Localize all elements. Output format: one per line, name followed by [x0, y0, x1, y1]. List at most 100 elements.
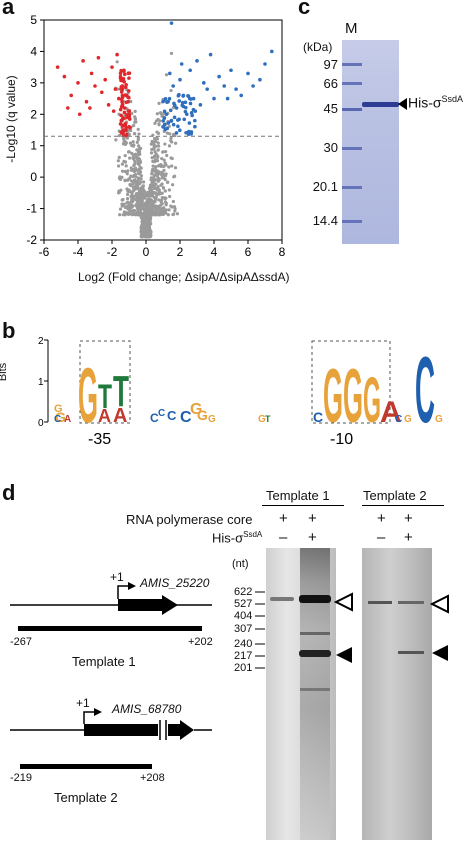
ns-point [130, 151, 134, 155]
up-point [182, 117, 187, 122]
ns-point [137, 205, 141, 209]
up-point [270, 49, 274, 54]
down-point [106, 103, 111, 107]
ns-point [164, 150, 168, 154]
up-point [177, 99, 182, 103]
ns-point [167, 208, 171, 212]
ns-point [164, 201, 168, 205]
svg-text:A: A [113, 405, 127, 427]
ns-point [133, 109, 137, 113]
ns-point [123, 178, 127, 182]
up-point [166, 121, 171, 125]
ns-point [169, 88, 173, 93]
up-point [161, 99, 166, 104]
ns-point [157, 198, 161, 202]
nt-unit: (nt) [232, 558, 249, 570]
template1-header-rule [262, 505, 344, 506]
ns-point [137, 132, 141, 136]
ns-point [129, 128, 133, 133]
ns-point [152, 142, 156, 147]
ns-point [170, 164, 174, 168]
up-point [190, 113, 194, 118]
ns-point [138, 159, 142, 163]
x-tick-label: -6 [39, 245, 50, 259]
gel1-lane1-band-527 [270, 597, 294, 601]
ns-point [138, 152, 142, 156]
ns-point [161, 150, 165, 154]
nt-307: 307 [234, 623, 253, 635]
gene2-plus1: +1 [76, 696, 90, 710]
open-arrowhead-icon [334, 592, 353, 612]
down-point [126, 89, 131, 93]
down-point [122, 106, 127, 110]
filled-arrowhead-icon-2 [432, 645, 448, 661]
ns-point [141, 180, 146, 184]
down-point [69, 93, 73, 98]
y-tick-label: 3 [30, 76, 37, 90]
svg-text:T: T [98, 378, 112, 416]
svg-text:G: G [197, 407, 208, 423]
up-point [251, 84, 255, 88]
ns-point [153, 196, 157, 200]
down-point [117, 96, 121, 101]
ns-point [134, 192, 138, 196]
ns-point [161, 209, 165, 214]
y-tick-label: 0 [30, 170, 37, 184]
ns-point [147, 222, 151, 226]
down-point [119, 90, 124, 94]
sequence-logo: 2 1 0 G G C A G A T A T C C C C G G G G … [38, 336, 443, 448]
ns-point [161, 185, 165, 190]
ns-point [142, 218, 147, 222]
ns-point [153, 186, 157, 191]
ns-point [165, 131, 170, 135]
ns-point [144, 201, 148, 205]
x-tick-label: -2 [107, 245, 118, 259]
up-point [178, 77, 182, 82]
ns-point [130, 212, 135, 217]
ns-point [135, 148, 139, 152]
up-point [177, 128, 182, 133]
down-point [119, 87, 123, 91]
down-point [126, 109, 131, 113]
ns-point [114, 138, 118, 142]
ns-point [126, 178, 130, 182]
up-point [168, 108, 173, 113]
down-point [124, 132, 129, 137]
ns-point [149, 234, 153, 238]
ns-point [159, 173, 164, 177]
his-sigma-sign-1: – [279, 529, 288, 546]
down-point [118, 76, 123, 81]
up-point [183, 100, 188, 105]
up-point [229, 68, 233, 73]
up-point [162, 109, 167, 114]
ns-point [145, 234, 149, 239]
ns-point [125, 201, 129, 205]
gel-band-45 [342, 108, 362, 111]
ns-point [125, 192, 130, 197]
up-points [161, 21, 274, 137]
open-arrowhead-icon-2 [430, 594, 449, 614]
ns-point [157, 122, 161, 126]
ns-point [151, 159, 155, 163]
down-point [66, 106, 70, 110]
ns-point [152, 191, 156, 195]
gel-band-his-sigma [362, 102, 399, 107]
ns-point [153, 158, 157, 162]
y-tick-label: 2 [30, 107, 37, 121]
his-sigma-sign-2: + [308, 529, 317, 546]
rna-pol-sign-3: + [377, 510, 386, 527]
svg-text:G: G [258, 414, 266, 425]
down-point [126, 95, 130, 99]
volcano-axes: -6 -4 -2 0 2 4 6 8 -2 -1 0 1 2 3 4 5 [26, 13, 285, 259]
rna-pol-sign-2: + [308, 510, 317, 527]
panel-d-label: d [2, 480, 16, 505]
ns-point [135, 182, 139, 186]
bits-tick-1: 1 [38, 377, 44, 388]
ns-point [152, 199, 156, 204]
transcription-gel-2 [362, 548, 432, 840]
svg-text:G: G [323, 354, 343, 439]
up-point [171, 122, 176, 127]
down-point [76, 81, 80, 85]
down-point [100, 90, 104, 95]
y-tick-label: 4 [30, 44, 37, 58]
